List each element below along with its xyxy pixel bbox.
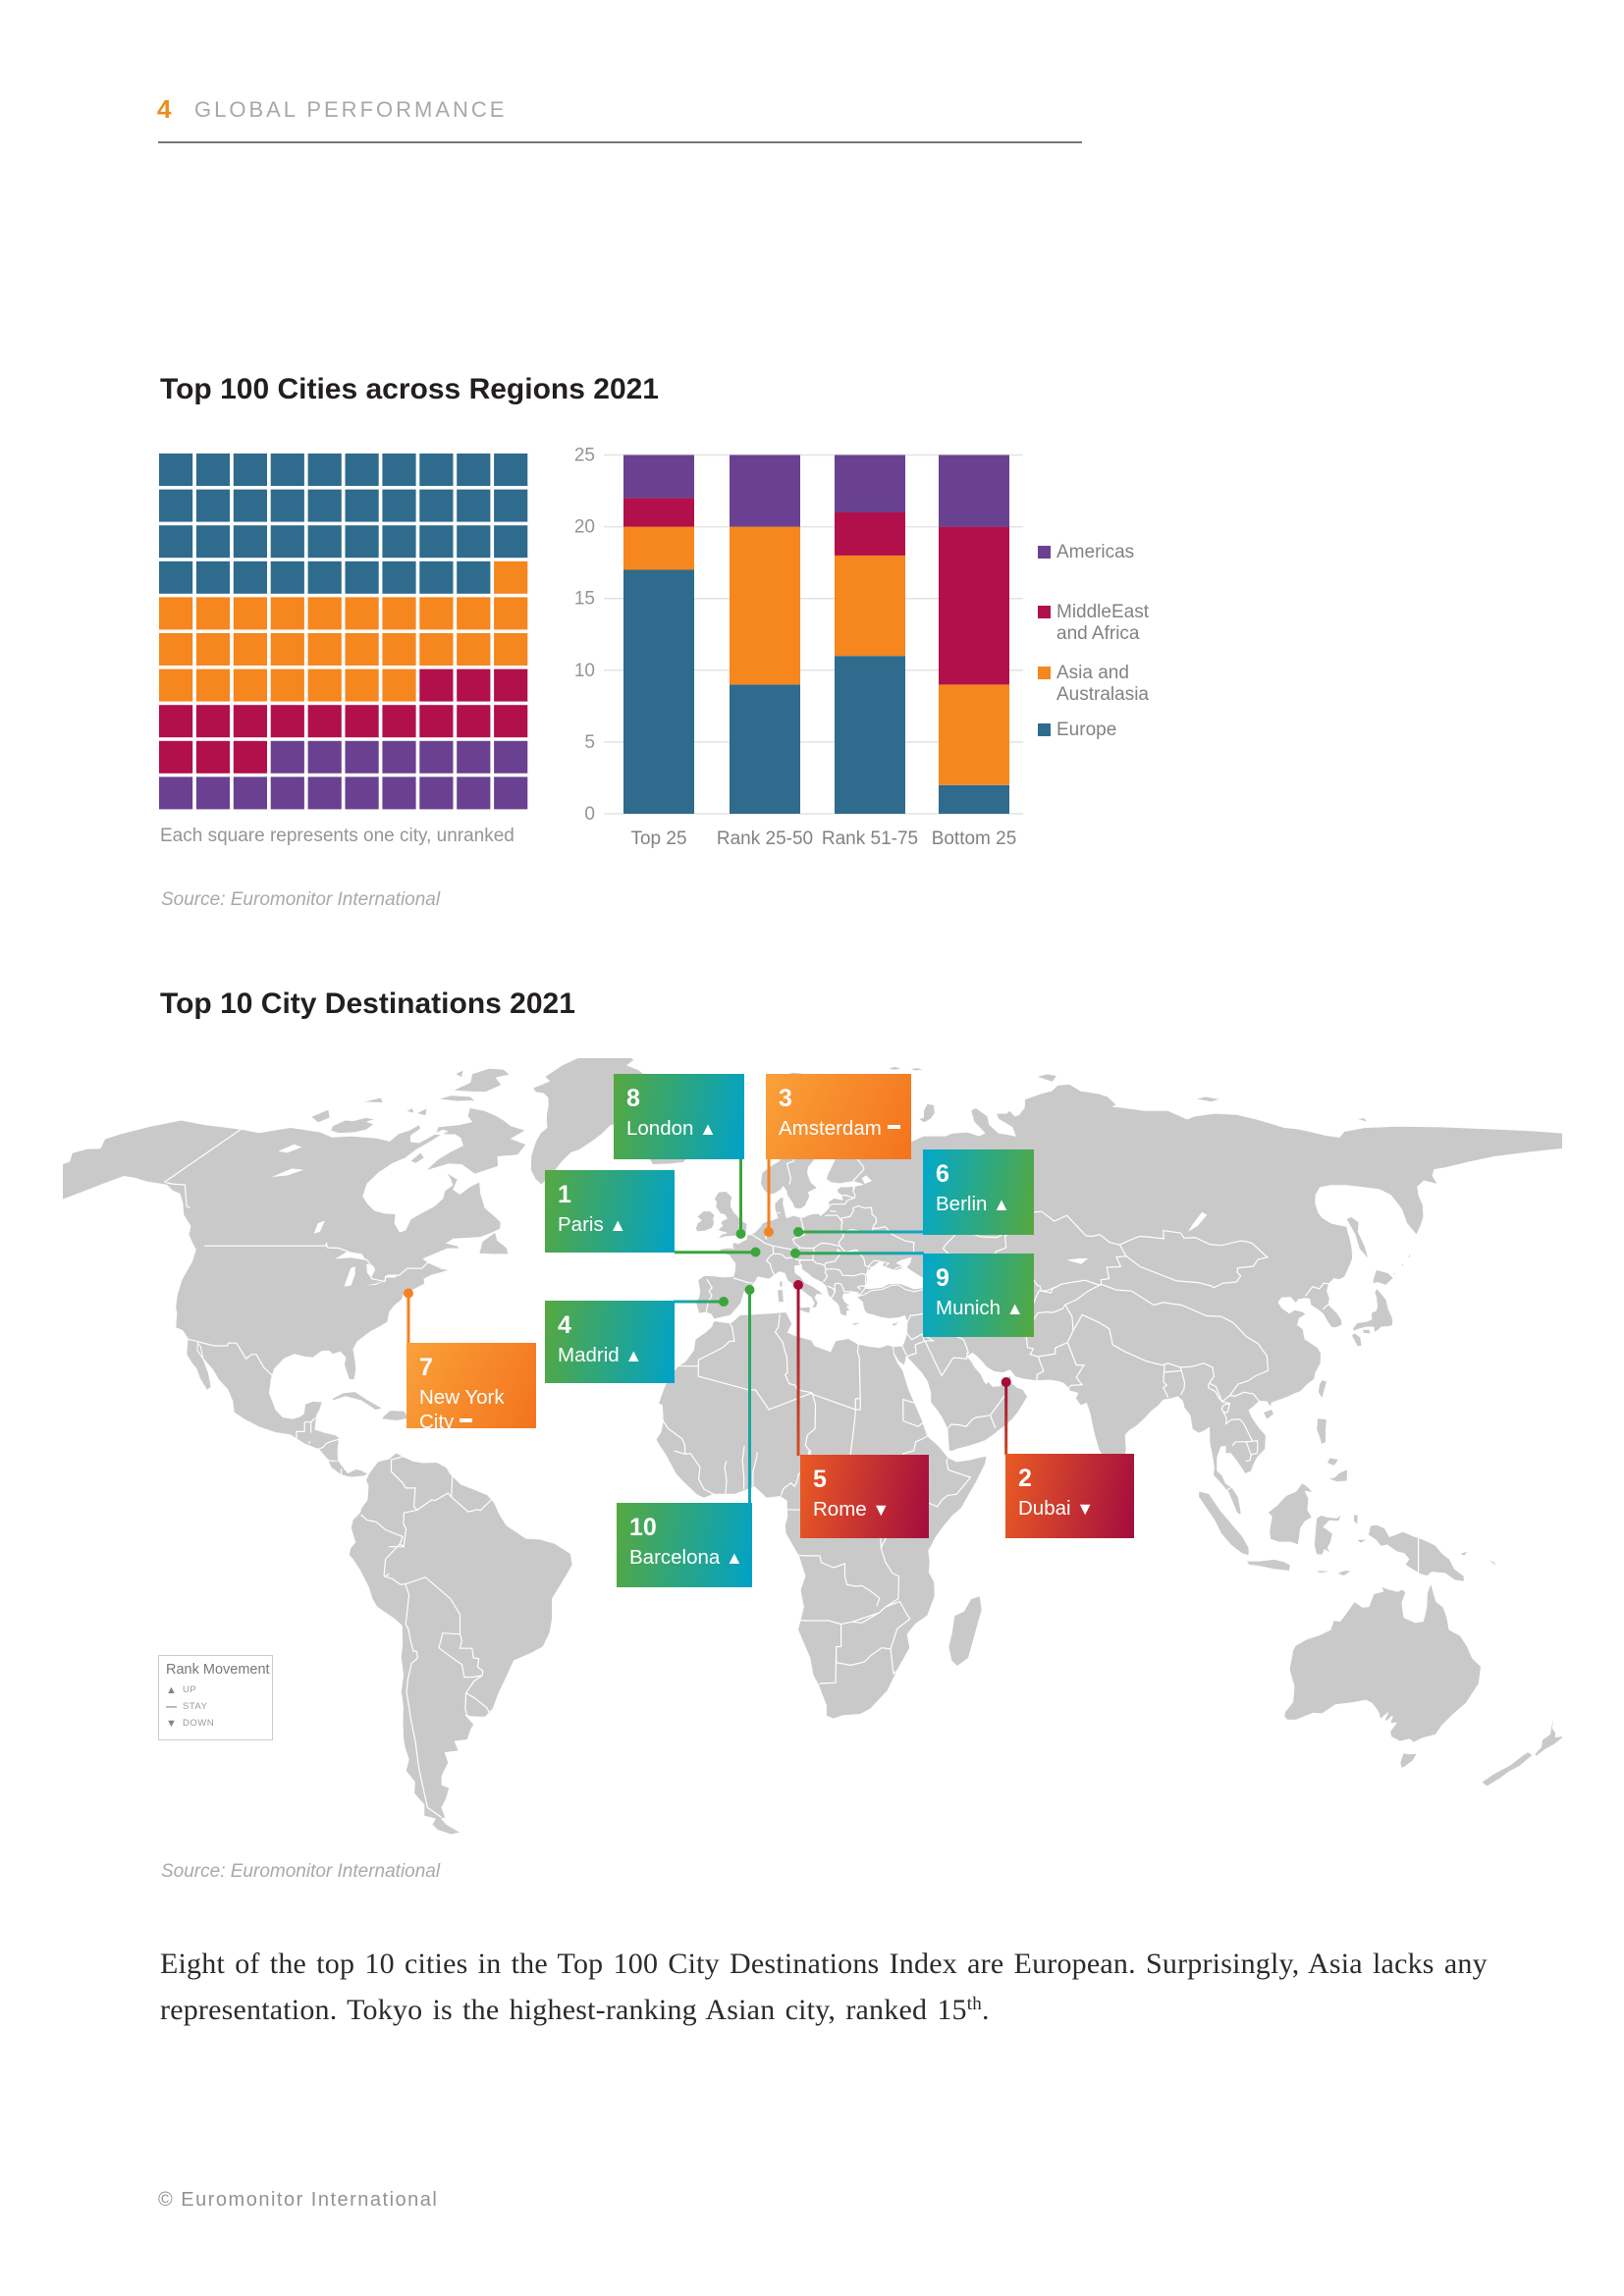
svg-text:Asia and: Asia and (1056, 663, 1129, 683)
svg-text:MiddleEast: MiddleEast (1056, 602, 1150, 622)
svg-text:10: 10 (574, 661, 595, 681)
svg-text:Australasia: Australasia (1056, 684, 1149, 705)
svg-text:Rank 51-75: Rank 51-75 (822, 828, 918, 849)
svg-text:15: 15 (574, 589, 595, 610)
svg-text:Americas: Americas (1056, 542, 1134, 562)
svg-text:Rank 25-50: Rank 25-50 (717, 828, 813, 849)
svg-text:Europe: Europe (1056, 720, 1116, 740)
svg-text:Bottom 25: Bottom 25 (932, 828, 1017, 849)
svg-text:25: 25 (574, 446, 595, 466)
svg-text:and Africa: and Africa (1056, 623, 1140, 644)
svg-text:20: 20 (574, 517, 595, 538)
svg-text:5: 5 (584, 732, 595, 753)
svg-text:Top 25: Top 25 (630, 828, 686, 849)
svg-text:0: 0 (584, 804, 595, 825)
